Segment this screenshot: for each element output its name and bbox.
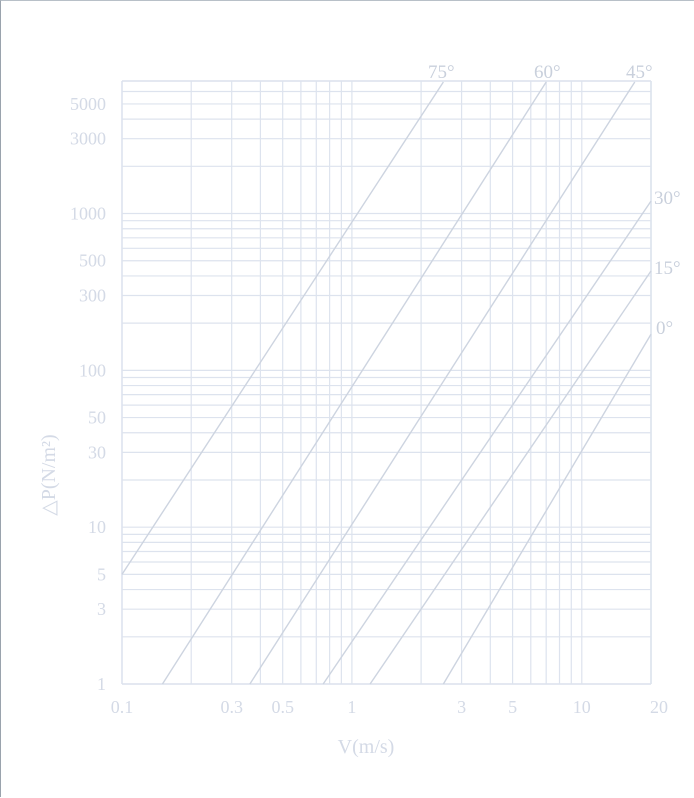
x-tick-label: 5 [508,697,517,717]
series-label: 45° [626,62,653,83]
y-tick-label: 30 [88,442,106,462]
grid [121,80,652,685]
y-tick-label: 5000 [70,94,106,114]
y-tick-label: 10 [88,517,106,537]
x-tick-label: 0.3 [220,697,243,717]
x-tick-label: 0.5 [271,697,294,717]
series-line [121,81,444,575]
x-tick-label: 0.1 [111,697,134,717]
series-label: 75° [428,62,455,83]
series-label: 30° [654,188,681,209]
y-tick-label: 300 [79,286,106,306]
series-lines [121,81,652,685]
x-tick-labels: 0.1 0.3 0.5 1 3 5 10 20 [111,697,668,717]
series-line [322,200,652,685]
y-tick-labels: 1 3 5 10 30 50 100 300 500 1000 3000 5000 [70,94,106,694]
series-line [369,270,652,685]
x-tick-label: 3 [457,697,466,717]
x-axis-label: V(m/s) [338,736,395,758]
y-tick-label: 5 [97,564,106,584]
x-tick-label: 20 [650,697,668,717]
y-tick-label: 100 [79,360,106,380]
series-label: 0° [656,318,673,339]
y-tick-label: 3 [97,599,106,619]
y-tick-label: 1 [97,674,106,694]
y-tick-label: 3000 [70,129,106,149]
x-tick-label: 1 [347,697,356,717]
series-line [161,81,547,685]
y-tick-label: 50 [88,408,106,428]
x-tick-label: 10 [573,697,591,717]
y-tick-label: 1000 [70,204,106,224]
series-label: 60° [534,62,561,83]
series-line [249,81,636,685]
series-line [442,333,652,685]
y-tick-label: 500 [79,251,106,271]
series-label: 15° [654,258,681,279]
series-labels: 75° 60° 45° 30° 15° 0° [428,62,681,339]
y-axis-label: △P(N/m²) [38,434,60,515]
